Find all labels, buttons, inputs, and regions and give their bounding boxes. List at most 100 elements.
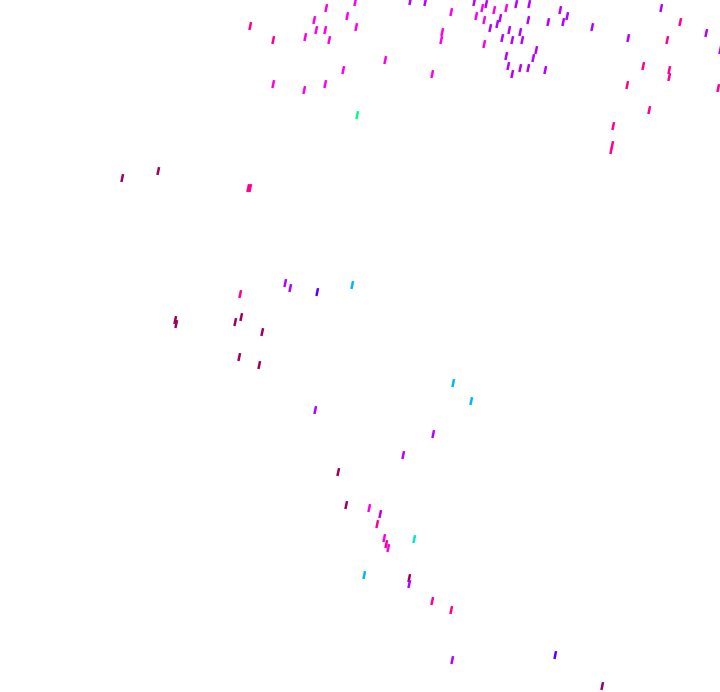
map-marker (324, 3, 329, 13)
map-marker (506, 61, 511, 71)
map-marker (520, 35, 525, 45)
map-marker (659, 3, 664, 13)
map-marker (350, 280, 355, 290)
map-marker (246, 183, 251, 193)
map-marker (260, 327, 265, 337)
map-marker (156, 166, 161, 176)
map-marker (626, 33, 631, 43)
map-marker (354, 22, 359, 32)
map-marker (408, 0, 413, 6)
map-marker (526, 15, 531, 25)
map-marker (546, 17, 551, 27)
map-marker (345, 11, 350, 21)
map-marker (238, 289, 243, 299)
map-marker (449, 7, 454, 17)
map-marker (492, 5, 497, 15)
map-marker (313, 405, 318, 415)
map-marker (271, 79, 276, 89)
map-marker (248, 21, 253, 31)
map-marker (704, 28, 709, 38)
map-marker (248, 183, 253, 193)
map-marker (482, 39, 487, 49)
map-marker (667, 65, 672, 75)
map-marker (451, 378, 456, 388)
map-marker (239, 312, 244, 322)
map-marker (257, 360, 262, 370)
map-marker (312, 15, 317, 25)
map-marker (430, 596, 435, 606)
map-marker (495, 19, 500, 29)
map-marker (526, 63, 531, 73)
map-marker (450, 655, 455, 665)
map-marker (611, 121, 616, 131)
map-marker (344, 500, 349, 510)
map-marker (590, 22, 595, 32)
map-marker (600, 681, 605, 691)
map-marker (565, 11, 570, 21)
map-marker (314, 25, 319, 35)
map-marker (534, 45, 539, 55)
map-marker (412, 534, 417, 544)
map-marker (378, 509, 383, 519)
map-marker (561, 17, 566, 27)
map-marker (716, 83, 720, 93)
map-marker (174, 319, 179, 329)
map-marker (543, 65, 548, 75)
map-marker (449, 605, 454, 615)
map-marker (323, 79, 328, 89)
map-marker (484, 0, 489, 9)
map-marker (439, 35, 444, 45)
map-marker (423, 0, 428, 7)
map-marker (302, 85, 307, 95)
map-marker (367, 503, 372, 513)
map-marker (341, 65, 346, 75)
map-marker (474, 11, 479, 21)
map-marker (401, 450, 406, 460)
map-marker (510, 35, 515, 45)
map-marker (384, 539, 389, 549)
map-marker (488, 23, 493, 33)
map-marker (407, 579, 412, 589)
map-marker (667, 72, 672, 82)
map-marker (500, 33, 505, 43)
map-marker (315, 287, 320, 297)
map-marker (472, 0, 477, 7)
map-marker (407, 573, 412, 583)
map-marker (375, 519, 380, 529)
map-marker (353, 0, 358, 7)
map-marker (507, 25, 512, 35)
map-marker (518, 27, 523, 37)
map-marker (609, 145, 614, 155)
map-marker (430, 69, 435, 79)
map-marker (355, 110, 360, 120)
map-marker (303, 32, 308, 42)
map-marker (718, 45, 720, 55)
map-marker (527, 0, 532, 9)
map-marker (504, 51, 509, 61)
map-marker (440, 27, 445, 37)
map-marker (558, 5, 563, 15)
map-marker (514, 0, 519, 9)
map-marker (173, 315, 178, 325)
map-marker (678, 17, 683, 27)
map-marker (327, 35, 332, 45)
map-marker (288, 283, 293, 293)
map-marker (482, 15, 487, 25)
map-marker (553, 650, 558, 660)
map-marker (383, 55, 388, 65)
map-marker (362, 570, 367, 580)
map-marker (469, 396, 474, 406)
map-marker (480, 3, 485, 13)
map-marker (625, 80, 630, 90)
map-marker (323, 25, 328, 35)
map-marker (498, 13, 503, 23)
map-marker (531, 53, 536, 63)
map-marker (504, 3, 509, 13)
map-marker (431, 429, 436, 439)
map-marker (641, 61, 646, 71)
map-marker (271, 35, 276, 45)
map-marker (510, 69, 515, 79)
map-marker (518, 63, 523, 73)
map-marker (237, 352, 242, 362)
